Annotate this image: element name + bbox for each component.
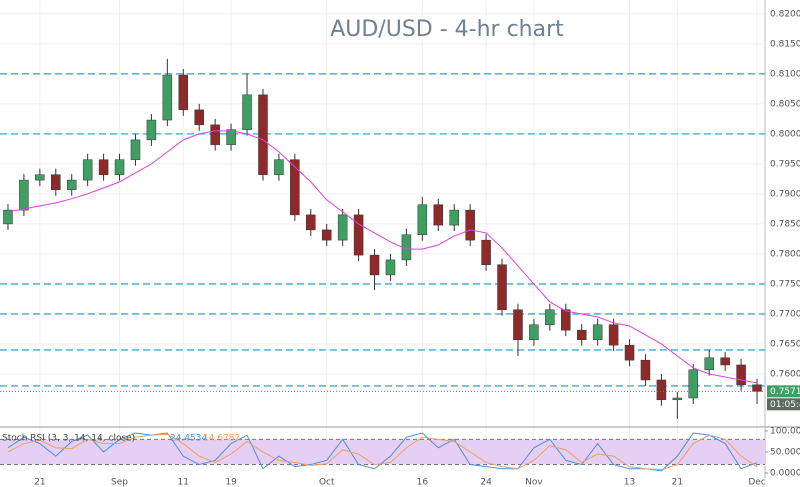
y-tick-label: 100.0000 (770, 426, 800, 436)
candle-body (592, 324, 603, 341)
stoch-line (7, 433, 758, 471)
indicator-value: 14.6782 (203, 434, 240, 444)
x-tick-label: 21 (34, 478, 45, 487)
candle-body (35, 174, 45, 181)
x-tick-label: Sep (111, 478, 128, 487)
candle-body (210, 124, 220, 145)
y-tick-label: 50.0000 (770, 447, 800, 457)
last-price-label: 0.75711 (770, 387, 800, 397)
candle-body (162, 74, 173, 121)
x-tick-label: Dec (748, 478, 765, 487)
indicator-value: 24.4534 (170, 434, 207, 444)
y-tick-label: 0.0000 (770, 468, 800, 478)
band-fill (0, 439, 765, 465)
candle-body (130, 139, 141, 160)
candle-body (433, 204, 444, 226)
candle-body (82, 159, 93, 181)
candle-body (449, 209, 459, 226)
last-price-box (767, 385, 800, 398)
x-tick-label: Nov (525, 478, 543, 487)
countdown-label: 01:05:46 (770, 400, 800, 410)
candle-body (497, 264, 507, 310)
candle-body (19, 179, 29, 211)
candle-body (720, 357, 730, 366)
stoch-line (7, 432, 758, 472)
candle-body (576, 329, 587, 341)
candle-body (640, 359, 651, 381)
x-tick-label: 21 (672, 478, 683, 487)
candle-body (178, 74, 189, 111)
y-tick-label: 0.76000 (770, 369, 800, 379)
moving-average (7, 130, 758, 384)
x-tick-label: 19 (225, 478, 237, 487)
candle-body (146, 119, 157, 141)
candle-body (465, 209, 475, 241)
x-tick-label: 16 (417, 478, 429, 487)
candle-body (274, 159, 284, 175)
candle-body (545, 309, 555, 326)
candle-body (226, 129, 236, 145)
candle-body (242, 94, 252, 130)
candle-body (656, 379, 667, 401)
candle-body (529, 324, 539, 341)
x-tick-label: 11 (178, 478, 189, 487)
candle-body (672, 397, 683, 401)
x-tick-label: Oct (319, 478, 335, 487)
candle-body (194, 109, 204, 126)
chart-title: AUD/USD - 4-hr chart (330, 17, 564, 42)
candle-body (3, 209, 13, 225)
candle-body (306, 214, 316, 231)
candle-body (736, 364, 746, 386)
candle-body (98, 159, 109, 175)
candle-body (624, 344, 635, 361)
x-tick-label: 24 (480, 478, 492, 487)
candle-body (513, 309, 523, 341)
candle-body (114, 159, 125, 175)
indicator-title: Stoch RSI (3, 3, 14, 14, close) (2, 434, 135, 444)
candle-body (704, 357, 714, 371)
candle-body (337, 214, 348, 241)
candle-body (51, 174, 61, 190)
countdown-box (767, 398, 800, 411)
candle-body (258, 94, 268, 175)
candle-body (608, 324, 619, 346)
candle-body (481, 239, 491, 265)
candle-body (688, 369, 699, 399)
candle-body (290, 159, 300, 216)
candle-body (417, 204, 428, 235)
candle-body (321, 229, 332, 241)
candle-body (369, 254, 380, 276)
candle-body (353, 214, 364, 256)
candle-body (561, 309, 571, 331)
x-tick-label: 13 (624, 478, 635, 487)
candle-body (66, 179, 77, 190)
candle-body (752, 384, 762, 392)
candle-body (385, 259, 396, 276)
